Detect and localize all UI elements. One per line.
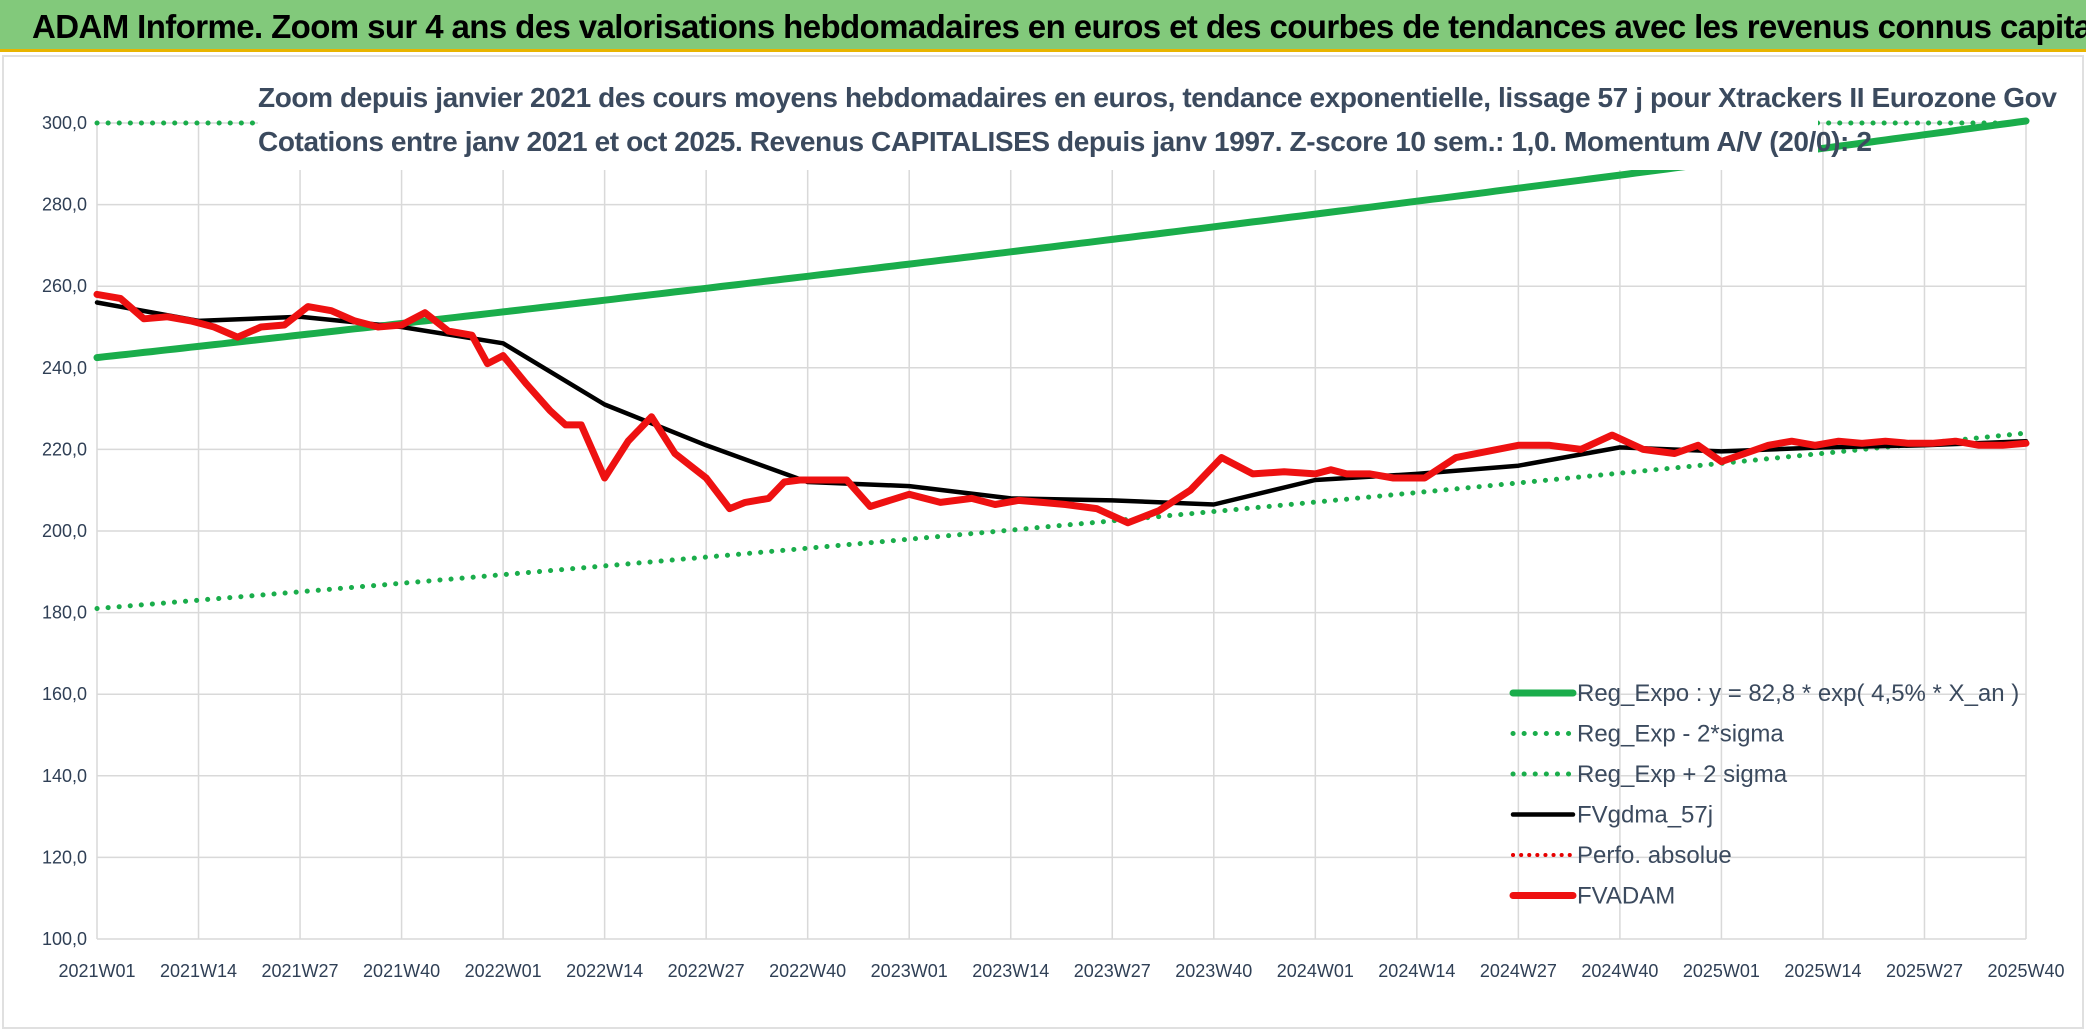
y-tick-label: 120,0 <box>42 847 87 867</box>
report-title: ADAM Informe. Zoom sur 4 ans des valoris… <box>32 8 2086 45</box>
series-line-3 <box>94 300 2029 507</box>
legend-label: Reg_Expo : y = 82,8 * exp( 4,5% * X_an ) <box>1577 680 2019 707</box>
x-tick-label: 2024W40 <box>1581 961 1658 981</box>
y-tick-label: 280,0 <box>42 195 87 215</box>
series-line-1 <box>94 430 2029 611</box>
y-tick-label: 160,0 <box>42 684 87 704</box>
report-banner: ADAM Informe. Zoom sur 4 ans des valoris… <box>0 0 2086 52</box>
x-tick-label: 2022W40 <box>769 961 846 981</box>
chart-subtitle: Cotations entre janv 2021 et oct 2025. R… <box>258 126 1872 157</box>
x-tick-label: 2022W14 <box>566 961 643 981</box>
chart-title-box: Zoom depuis janvier 2021 des cours moyen… <box>258 72 2057 170</box>
grid <box>96 122 2027 940</box>
x-tick-label: 2025W40 <box>1987 961 2064 981</box>
y-tick-label: 180,0 <box>42 603 87 623</box>
y-tick-label: 300,0 <box>42 113 87 133</box>
x-tick-label: 2022W27 <box>668 961 745 981</box>
x-tick-label: 2021W14 <box>160 961 237 981</box>
plot-area <box>93 117 2030 611</box>
legend-label: Perfo. absolue <box>1577 842 1732 869</box>
x-tick-label: 2025W01 <box>1683 961 1760 981</box>
chart-title: Zoom depuis janvier 2021 des cours moyen… <box>258 82 2057 113</box>
y-tick-label: 100,0 <box>42 929 87 949</box>
x-tick-label: 2022W01 <box>465 961 542 981</box>
y-tick-label: 200,0 <box>42 521 87 541</box>
x-axis: 2021W01 2021W14 2021W27 2021W40 2022W01 2022W… <box>58 961 2064 981</box>
legend-label: Reg_Exp + 2 sigma <box>1577 761 1788 788</box>
y-tick-label: 140,0 <box>42 766 87 786</box>
x-tick-label: 2025W27 <box>1886 961 1963 981</box>
legend: Reg_Expo : y = 82,8 * exp( 4,5% * X_an )… <box>1509 680 2019 910</box>
x-tick-label: 2023W40 <box>1175 961 1252 981</box>
x-tick-label: 2023W01 <box>871 961 948 981</box>
series-line-5 <box>93 290 2030 527</box>
x-tick-label: 2021W01 <box>58 961 135 981</box>
chart-frame <box>2 55 2084 1029</box>
x-tick-label: 2021W40 <box>363 961 440 981</box>
y-tick-label: 260,0 <box>42 276 87 296</box>
x-tick-label: 2023W14 <box>972 961 1049 981</box>
x-tick-label: 2023W27 <box>1074 961 1151 981</box>
x-tick-label: 2021W27 <box>262 961 339 981</box>
legend-label: FVADAM <box>1577 883 1675 910</box>
y-axis: 100,0 120,0 140,0 160,0 180,0 200,0 220,0 240,0… <box>42 113 87 949</box>
legend-label: FVgdma_57j <box>1577 802 1713 829</box>
y-tick-label: 240,0 <box>42 358 87 378</box>
x-tick-label: 2025W14 <box>1784 961 1861 981</box>
x-tick-label: 2024W14 <box>1378 961 1455 981</box>
y-tick-label: 220,0 <box>42 439 87 459</box>
x-tick-label: 2024W01 <box>1277 961 1354 981</box>
x-tick-label: 2024W27 <box>1480 961 1557 981</box>
legend-label: Reg_Exp - 2*sigma <box>1577 721 1784 748</box>
